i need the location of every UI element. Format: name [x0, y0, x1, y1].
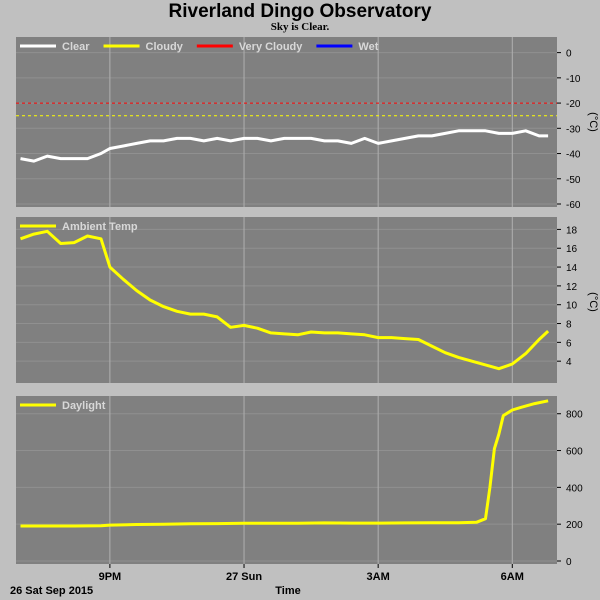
legend-label: Ambient Temp — [62, 221, 138, 233]
x-axis-ticks: 9PM 27 Sun 3AM 6AM — [99, 564, 524, 583]
y-tick-label: 16 — [566, 244, 578, 255]
sky-temp-panel: 0 -10 -20 -30 -40 -50 -60 Clear Cloudy Very Clou… — [16, 37, 599, 211]
ambient-y-unit: (°C) — [587, 292, 599, 312]
y-tick-label: 8 — [566, 320, 572, 331]
ambient-y-ticks: 18 16 14 12 10 8 6 4 — [557, 225, 578, 368]
ambient-temp-panel: 18 16 14 12 10 8 6 4 Ambient Temp (°C) — [16, 217, 599, 383]
x-tick-label: 27 Sun — [226, 571, 262, 583]
legend-label: Clear — [62, 41, 90, 53]
legend-label: Cloudy — [146, 41, 184, 53]
x-axis-title: Time — [275, 585, 300, 597]
y-tick-label: 12 — [566, 282, 578, 293]
y-tick-label: 400 — [566, 483, 583, 494]
daylight-vertical-grid — [109, 396, 513, 564]
y-tick-label: 10 — [566, 301, 578, 312]
series-line — [20, 399, 549, 528]
y-tick-label: 14 — [566, 263, 578, 274]
y-tick-label: 6 — [566, 338, 572, 349]
series-line — [20, 229, 550, 371]
daylight-panel-background — [16, 396, 557, 564]
y-tick-label: 600 — [566, 447, 583, 458]
y-tick-label: 800 — [566, 410, 583, 421]
y-tick-label: -30 — [566, 124, 581, 135]
series-line — [20, 129, 549, 163]
daylight-y-ticks: 800 600 400 200 0 — [557, 410, 583, 568]
sky-y-unit: (°C) — [587, 112, 599, 132]
y-tick-label: -40 — [566, 150, 581, 161]
y-tick-label: 0 — [566, 49, 572, 60]
daylight-legend: Daylight — [20, 400, 106, 412]
legend-label: Very Cloudy — [239, 41, 303, 53]
sky-legend: Clear Cloudy Very Cloudy Wet — [20, 41, 379, 53]
ambient-panel-background — [16, 217, 557, 383]
x-axis: 26 Sat Sep 2015 Time 9PM 27 Sun 3AM 6AM — [10, 564, 524, 597]
sky-y-ticks: 0 -10 -20 -30 -40 -50 -60 — [557, 49, 581, 211]
chart-subtitle: Sky is Clear. — [270, 21, 330, 33]
ambient-vertical-grid — [109, 217, 513, 383]
y-tick-label: -20 — [566, 99, 581, 110]
sky-panel-background — [16, 37, 557, 207]
x-axis-start-label: 26 Sat Sep 2015 — [10, 585, 93, 597]
chart-title: Riverland Dingo Observatory — [168, 1, 432, 22]
sky-vertical-grid — [109, 37, 513, 207]
ambient-series — [20, 229, 550, 371]
daylight-panel: 800 600 400 200 0 Daylight — [16, 396, 583, 568]
y-tick-label: -60 — [566, 200, 581, 211]
legend-label: Daylight — [62, 400, 106, 412]
x-tick-label: 6AM — [501, 571, 524, 583]
y-tick-label: -50 — [566, 175, 581, 186]
y-tick-label: 18 — [566, 225, 578, 236]
x-tick-label: 9PM — [99, 571, 122, 583]
x-tick-label: 3AM — [367, 571, 390, 583]
ambient-legend: Ambient Temp — [20, 221, 138, 233]
y-tick-label: 4 — [566, 357, 572, 368]
daylight-series — [20, 399, 549, 528]
sky-series — [20, 129, 549, 163]
y-tick-label: 0 — [566, 557, 572, 568]
sky-threshold-lines — [16, 102, 557, 117]
y-tick-label: -10 — [566, 74, 581, 85]
legend-label: Wet — [358, 41, 378, 53]
y-tick-label: 200 — [566, 520, 583, 531]
